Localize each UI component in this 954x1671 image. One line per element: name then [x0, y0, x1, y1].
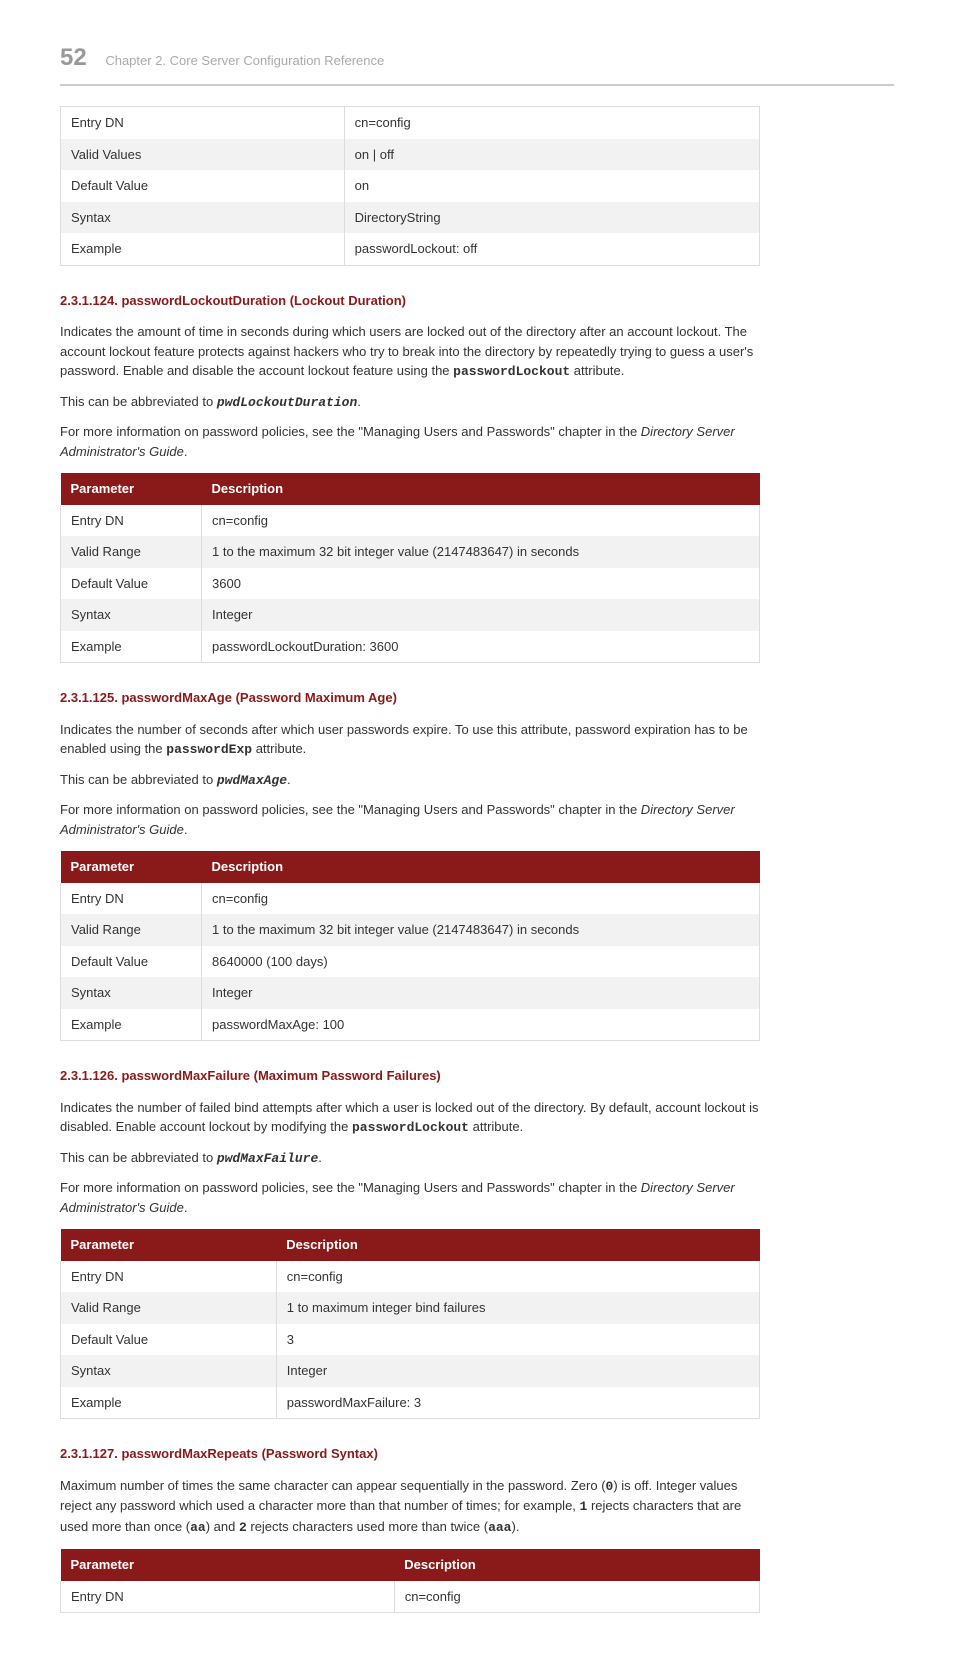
table-row: SyntaxInteger	[61, 599, 760, 631]
table-row: ExamplepasswordLockoutDuration: 3600	[61, 631, 760, 663]
table-row: Entry DNcn=config	[61, 1581, 760, 1613]
table-row: Valid Range1 to the maximum 32 bit integ…	[61, 914, 760, 946]
section-126-p2: This can be abbreviated to pwdMaxFailure…	[60, 1148, 760, 1169]
table-row: Entry DNcn=config	[61, 505, 760, 537]
table-cell: passwordLockoutDuration: 3600	[202, 631, 760, 663]
section-heading-127: 2.3.1.127. passwordMaxRepeats (Password …	[60, 1444, 894, 1464]
section-heading-124: 2.3.1.124. passwordLockoutDuration (Lock…	[60, 291, 894, 311]
section-126-table: Parameter Description Entry DNcn=configV…	[60, 1229, 760, 1419]
table-row: ExamplepasswordLockout: off	[61, 233, 760, 265]
table-row: SyntaxDirectoryString	[61, 202, 760, 234]
table-cell: Integer	[276, 1355, 759, 1387]
table-cell: Example	[61, 631, 202, 663]
table-cell: Valid Values	[61, 139, 345, 171]
table-row: Default Value3600	[61, 568, 760, 600]
th-parameter: Parameter	[61, 1229, 277, 1261]
section-heading-125: 2.3.1.125. passwordMaxAge (Password Maxi…	[60, 688, 894, 708]
th-parameter: Parameter	[61, 1549, 395, 1581]
section-heading-126: 2.3.1.126. passwordMaxFailure (Maximum P…	[60, 1066, 894, 1086]
table-row: Default Valueon	[61, 170, 760, 202]
page-header: 52 Chapter 2. Core Server Configuration …	[60, 40, 894, 86]
attr-passwordlockout: passwordLockout	[453, 364, 570, 379]
th-description: Description	[394, 1549, 759, 1581]
table-row: ExamplepasswordMaxFailure: 3	[61, 1387, 760, 1419]
th-parameter: Parameter	[61, 851, 202, 883]
table-cell: Example	[61, 1387, 277, 1419]
table-cell: Valid Range	[61, 536, 202, 568]
table-cell: 1 to the maximum 32 bit integer value (2…	[202, 914, 760, 946]
table-cell: Default Value	[61, 568, 202, 600]
attr-pwdlockoutduration: pwdLockoutDuration	[217, 395, 357, 410]
table-cell: Entry DN	[61, 883, 202, 915]
table-cell: Integer	[202, 977, 760, 1009]
table-cell: Entry DN	[61, 505, 202, 537]
attr-pwdmaxfailure: pwdMaxFailure	[217, 1151, 318, 1166]
table-cell: Integer	[202, 599, 760, 631]
table-cell: Example	[61, 233, 345, 265]
table-cell: Default Value	[61, 1324, 277, 1356]
table-cell: Valid Range	[61, 914, 202, 946]
table-cell: Example	[61, 1009, 202, 1041]
table-cell: Default Value	[61, 946, 202, 978]
th-description: Description	[276, 1229, 759, 1261]
table-row: Default Value3	[61, 1324, 760, 1356]
table-cell: passwordLockout: off	[344, 233, 759, 265]
section-124-p2: This can be abbreviated to pwdLockoutDur…	[60, 392, 760, 413]
table-cell: Entry DN	[61, 1261, 277, 1293]
table-row: Entry DNcn=config	[61, 107, 760, 139]
table-cell: on	[344, 170, 759, 202]
table-cell: 3	[276, 1324, 759, 1356]
section-126-p3: For more information on password policie…	[60, 1178, 760, 1217]
intro-table: Entry DNcn=configValid Valueson | offDef…	[60, 106, 760, 266]
table-row: Entry DNcn=config	[61, 1261, 760, 1293]
section-126-p1: Indicates the number of failed bind atte…	[60, 1098, 760, 1138]
section-127-p1: Maximum number of times the same charact…	[60, 1476, 760, 1538]
table-cell: cn=config	[202, 883, 760, 915]
attr-passwordexp: passwordExp	[166, 742, 252, 757]
table-cell: Valid Range	[61, 1292, 277, 1324]
section-125-p2: This can be abbreviated to pwdMaxAge.	[60, 770, 760, 791]
table-cell: cn=config	[394, 1581, 759, 1613]
table-row: SyntaxInteger	[61, 1355, 760, 1387]
table-row: Valid Valueson | off	[61, 139, 760, 171]
page-number: 52	[60, 44, 87, 71]
table-cell: Entry DN	[61, 1581, 395, 1613]
table-cell: passwordMaxFailure: 3	[276, 1387, 759, 1419]
table-cell: cn=config	[276, 1261, 759, 1293]
th-parameter: Parameter	[61, 473, 202, 505]
table-row: Default Value8640000 (100 days)	[61, 946, 760, 978]
th-description: Description	[202, 473, 760, 505]
chapter-title: Chapter 2. Core Server Configuration Ref…	[105, 53, 384, 68]
table-cell: Default Value	[61, 170, 345, 202]
table-cell: passwordMaxAge: 100	[202, 1009, 760, 1041]
table-cell: cn=config	[202, 505, 760, 537]
table-cell: Syntax	[61, 977, 202, 1009]
table-cell: on | off	[344, 139, 759, 171]
section-124-table: Parameter Description Entry DNcn=configV…	[60, 473, 760, 663]
section-124-p3: For more information on password policie…	[60, 422, 760, 461]
table-row: ExamplepasswordMaxAge: 100	[61, 1009, 760, 1041]
table-row: SyntaxInteger	[61, 977, 760, 1009]
table-cell: DirectoryString	[344, 202, 759, 234]
attr-passwordlockout: passwordLockout	[352, 1120, 469, 1135]
table-cell: Syntax	[61, 202, 345, 234]
table-cell: 1 to maximum integer bind failures	[276, 1292, 759, 1324]
table-cell: 3600	[202, 568, 760, 600]
table-cell: 1 to the maximum 32 bit integer value (2…	[202, 536, 760, 568]
section-124-p1: Indicates the amount of time in seconds …	[60, 322, 760, 382]
table-row: Valid Range1 to maximum integer bind fai…	[61, 1292, 760, 1324]
section-125-table: Parameter Description Entry DNcn=configV…	[60, 851, 760, 1041]
table-cell: Syntax	[61, 599, 202, 631]
table-row: Entry DNcn=config	[61, 883, 760, 915]
section-127-table: Parameter Description Entry DNcn=config	[60, 1549, 760, 1613]
section-125-p1: Indicates the number of seconds after wh…	[60, 720, 760, 760]
th-description: Description	[202, 851, 760, 883]
attr-pwdmaxage: pwdMaxAge	[217, 773, 287, 788]
table-cell: Syntax	[61, 1355, 277, 1387]
table-cell: Entry DN	[61, 107, 345, 139]
table-cell: cn=config	[344, 107, 759, 139]
table-row: Valid Range1 to the maximum 32 bit integ…	[61, 536, 760, 568]
section-125-p3: For more information on password policie…	[60, 800, 760, 839]
table-cell: 8640000 (100 days)	[202, 946, 760, 978]
